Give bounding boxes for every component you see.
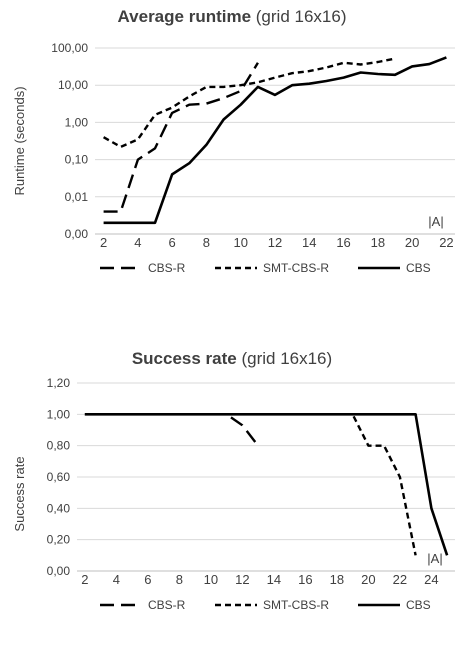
chart2-ytick-label: 0,60	[47, 470, 71, 484]
chart1-xtick-label: 20	[405, 235, 419, 250]
chart1-series-cbs	[103, 56, 447, 225]
chart2-xtick-label: 12	[235, 572, 249, 587]
chart1-ytick-label: 0,01	[65, 190, 89, 204]
chart2-xtick-label: 4	[113, 572, 120, 587]
chart2-ytick-label: 0,40	[47, 501, 71, 515]
chart1-xtick-label: 10	[233, 235, 247, 250]
chart1-xtick-label: 12	[268, 235, 282, 250]
chart2-title: Success rate (grid 16x16)	[132, 349, 332, 368]
chart2-ytick-label: 1,00	[47, 407, 71, 421]
chart1-ylabel: Runtime (seconds)	[12, 86, 27, 195]
chart1-legend-label: SMT-CBS-R	[263, 261, 329, 275]
chart2-xtick-label: 8	[176, 572, 183, 587]
chart2-legend-label: CBS	[406, 598, 431, 612]
chart2-xtick-label: 18	[330, 572, 344, 587]
chart2-ylabel: Success rate	[12, 456, 27, 531]
chart2-series-cbs-r	[84, 413, 260, 447]
chart1-legend-label: CBS-R	[148, 261, 186, 275]
chart1-xtick-label: 6	[169, 235, 176, 250]
chart1-series-cbs-r	[103, 62, 259, 213]
chart2-legend-label: SMT-CBS-R	[263, 598, 329, 612]
chart2-xtick-label: 2	[81, 572, 88, 587]
chart1-ytick-label: 1,00	[65, 115, 89, 129]
chart2-annotation: |A|	[427, 551, 442, 566]
chart1-ytick-label: 0,00	[65, 227, 89, 241]
chart1-title-rest: (grid 16x16)	[251, 7, 346, 26]
chart2-title-bold: Success rate	[132, 349, 237, 368]
chart1-ytick-label: 100,00	[51, 41, 88, 55]
chart1-annotation: |A|	[428, 214, 443, 229]
chart2-xtick-label: 10	[204, 572, 218, 587]
chart2-xtick-label: 14	[267, 572, 281, 587]
chart1-xtick-label: 8	[203, 235, 210, 250]
chart2-series-cbs	[84, 412, 449, 556]
chart1-xtick-label: 22	[439, 235, 453, 250]
chart1-title: Average runtime (grid 16x16)	[118, 7, 347, 26]
chart1-ytick-label: 0,10	[65, 153, 89, 167]
chart2-xtick-label: 22	[393, 572, 407, 587]
chart1-ytick-label: 10,00	[58, 78, 88, 92]
chart2-ytick-label: 0,80	[47, 439, 71, 453]
chart2-ytick-label: 0,20	[47, 533, 71, 547]
chart1-legend-label: CBS	[406, 261, 431, 275]
chart2-legend-label: CBS-R	[148, 598, 186, 612]
chart2-xtick-label: 6	[144, 572, 151, 587]
chart1-xtick-label: 16	[336, 235, 350, 250]
chart1-xtick-label: 2	[100, 235, 107, 250]
chart1-series-smt-cbs-r	[103, 57, 396, 149]
chart2-ytick-label: 1,20	[47, 376, 71, 390]
chart2-xtick-label: 16	[298, 572, 312, 587]
chart1-xtick-label: 4	[134, 235, 141, 250]
chart1-plot: 0,00 0,01 0,10 1,00 10,00 100,00 2 4 6 8 10 12 14 16 1…	[51, 41, 455, 275]
chart1-xtick-label: 18	[371, 235, 385, 250]
chart1-xtick-label: 14	[302, 235, 316, 250]
chart2-xtick-label: 20	[361, 572, 375, 587]
chart2-xtick-label: 24	[424, 572, 438, 587]
chart2-title-rest: (grid 16x16)	[237, 349, 332, 368]
chart2-ytick-label: 0,00	[47, 564, 71, 578]
chart1-title-bold: Average runtime	[118, 7, 252, 26]
chart2-plot: 0,000,200,400,600,801,001,202 4 6 8 10 12 14 16…	[47, 376, 455, 612]
